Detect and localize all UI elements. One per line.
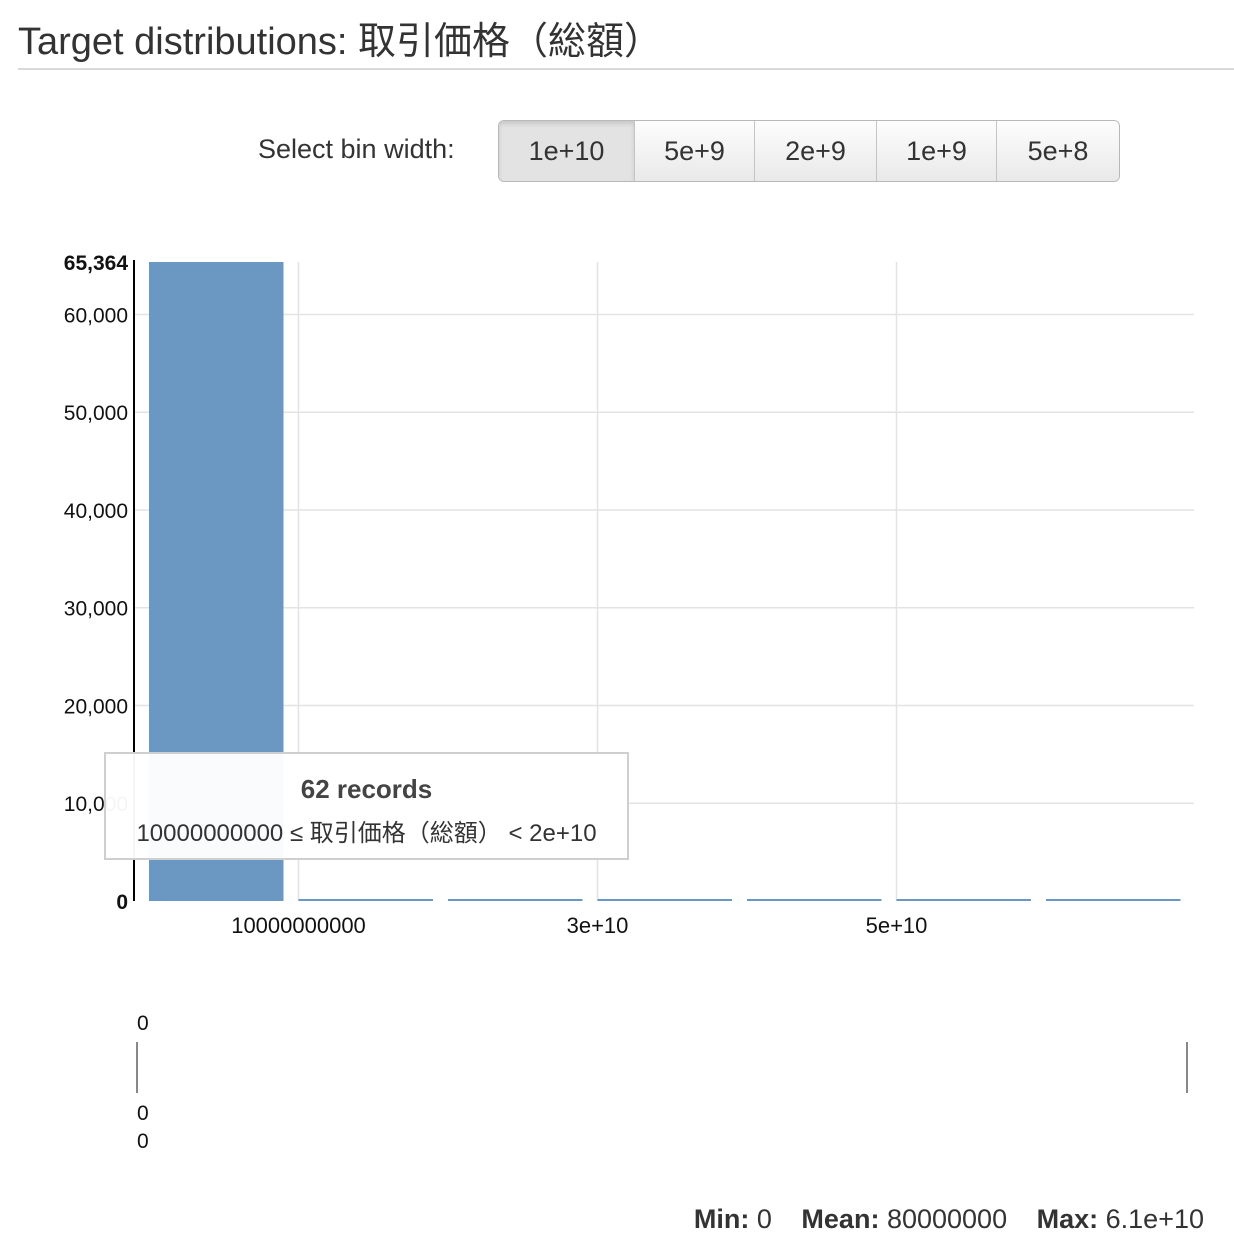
y-tick-label: 0 [116, 891, 128, 914]
histogram-bar[interactable] [1046, 899, 1181, 901]
histogram-bar[interactable] [299, 899, 434, 901]
max-value: 6.1e+10 [1106, 1204, 1204, 1234]
y-tick-label: 65,364 [64, 252, 129, 275]
max-label: Max: [1037, 1204, 1099, 1234]
min-label: Min: [694, 1204, 749, 1234]
mean-value: 80000000 [887, 1204, 1007, 1234]
brush-bottom-label-2: 0 [137, 1130, 149, 1154]
summary-stats: Min: 0 Mean: 80000000 Max: 6.1e+10 [694, 1204, 1204, 1235]
tooltip-count: 62 records [106, 774, 627, 805]
bar-tooltip: 62 records 10000000000 ≤ 取引価格（総額） < 2e+1… [104, 752, 629, 860]
histogram-bar[interactable] [448, 899, 583, 901]
y-tick-label: 50,000 [64, 402, 128, 425]
x-tick-label: 3e+10 [567, 913, 629, 938]
brush-layer [137, 1042, 1187, 1093]
tooltip-range: 10000000000 ≤ 取引価格（総額） < 2e+10 [106, 813, 627, 848]
x-tick-label: 10000000000 [231, 913, 366, 938]
mean-label: Mean: [801, 1204, 879, 1234]
histogram-bar[interactable] [598, 899, 733, 901]
y-tick-label: 40,000 [64, 500, 128, 523]
histogram-bar[interactable] [897, 899, 1032, 901]
min-value: 0 [757, 1204, 772, 1234]
x-tick-label: 5e+10 [866, 913, 928, 938]
y-tick-label: 20,000 [64, 695, 128, 718]
brush-top-label: 0 [137, 1012, 149, 1036]
brush-bottom-label-1: 0 [137, 1102, 149, 1126]
y-tick-label: 60,000 [64, 304, 128, 327]
histogram-bar[interactable] [747, 899, 882, 901]
y-tick-label: 30,000 [64, 598, 128, 621]
